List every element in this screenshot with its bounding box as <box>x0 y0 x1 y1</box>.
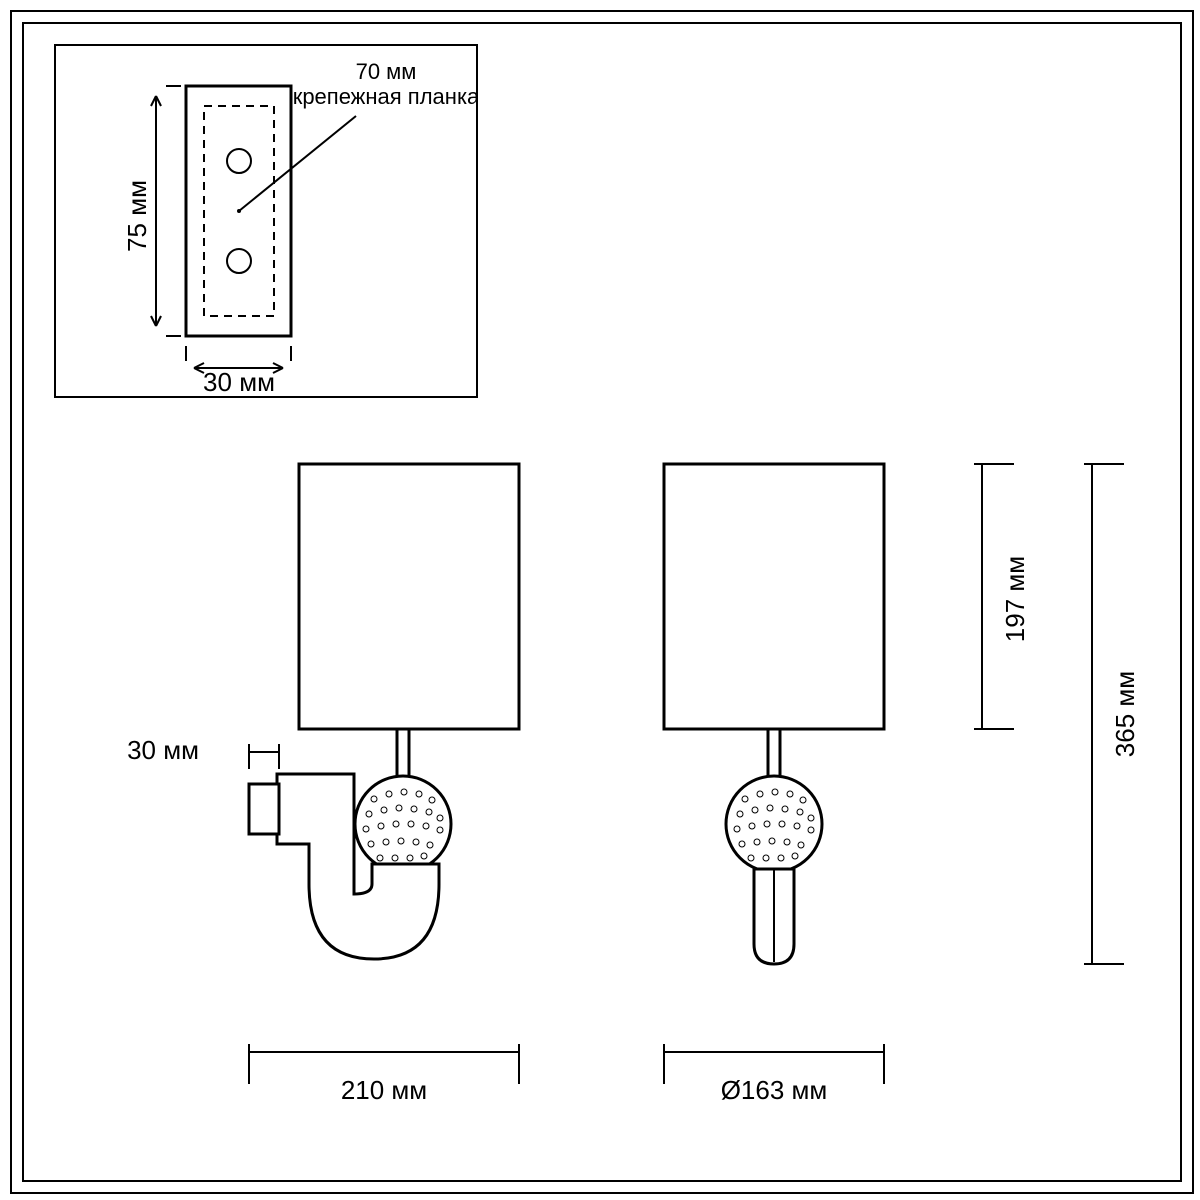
side-stem <box>397 729 409 779</box>
inner-frame: 70 мм крепежная планка 75 мм 30 мм <box>22 22 1182 1182</box>
side-wall-plate <box>249 784 279 834</box>
outer-frame: 70 мм крепежная планка 75 мм 30 мм <box>10 10 1194 1194</box>
front-ball <box>726 776 822 872</box>
shade-height-label: 197 мм <box>1000 556 1030 642</box>
side-view: 30 мм 210 мм <box>127 464 519 1105</box>
side-shade <box>299 464 519 729</box>
main-svg: 30 мм 210 мм <box>24 24 1180 1180</box>
side-wall-depth-label: 30 мм <box>127 735 199 765</box>
side-width-label: 210 мм <box>341 1075 427 1105</box>
total-height-label: 365 мм <box>1110 671 1140 757</box>
side-ball <box>355 776 451 872</box>
front-stem <box>768 729 780 779</box>
front-view: Ø163 мм 197 мм 365 мм <box>664 464 1140 1105</box>
front-diameter-label: Ø163 мм <box>721 1075 828 1105</box>
front-shade <box>664 464 884 729</box>
